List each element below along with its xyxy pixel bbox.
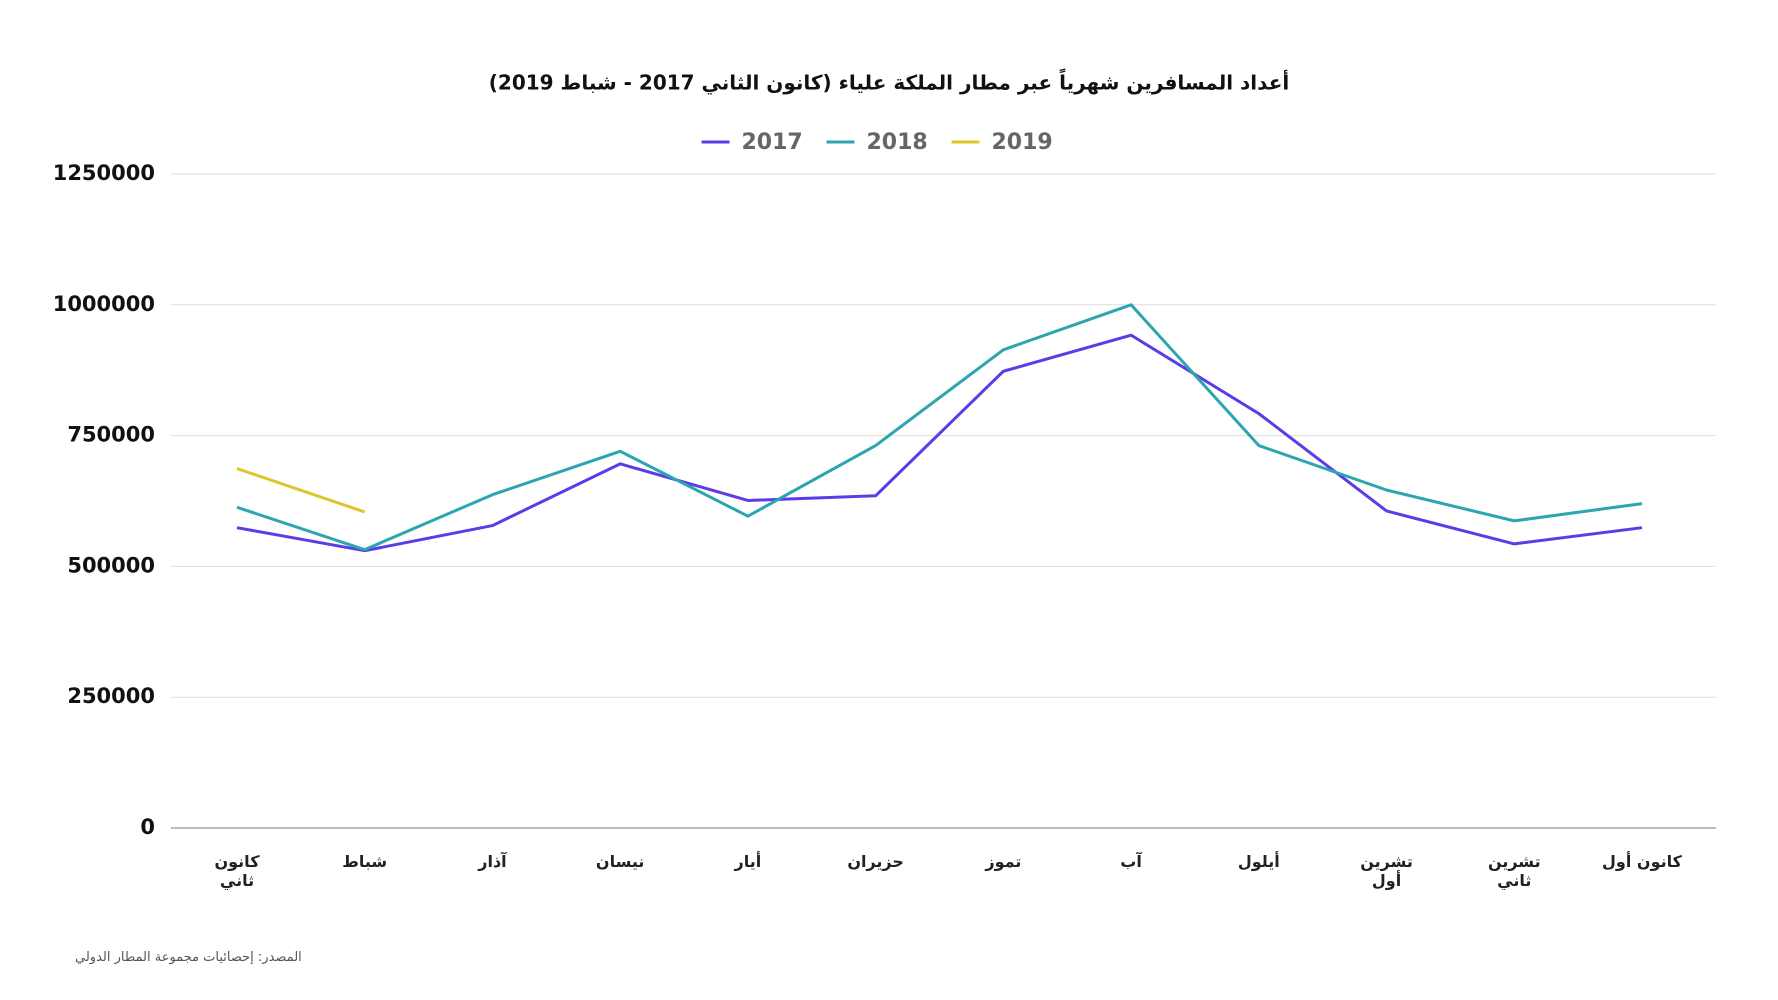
y-tick-label: 750000 — [67, 423, 155, 447]
x-tick-label: كانون أول — [1602, 852, 1682, 871]
y-tick-label: 500000 — [67, 553, 155, 577]
y-tick-label: 1250000 — [53, 161, 155, 185]
x-tick-label: نيسان — [595, 852, 645, 871]
series-line — [236, 333, 1643, 553]
legend-label: 2017 — [742, 130, 803, 155]
x-tick-label: تشرين أول — [1360, 852, 1413, 890]
x-tick-label: آذار — [478, 852, 507, 871]
y-tick-label: 250000 — [67, 684, 155, 708]
series-line — [236, 467, 366, 514]
series-line — [236, 303, 1643, 552]
y-tick-label: 1000000 — [53, 292, 155, 316]
source-note: المصدر: إحصائيات مجموعة المطار الدولي — [75, 950, 302, 965]
chart-title: أعداد المسافرين شهرياً عبر مطار الملكة ع… — [489, 68, 1289, 95]
x-tick-label: كانون ثاني — [214, 852, 260, 890]
x-tick-label: أيلول — [1237, 852, 1280, 871]
x-tick-label: آب — [1120, 852, 1142, 871]
x-tick-label: تشرين ثاني — [1487, 852, 1541, 890]
legend-label: 2019 — [992, 130, 1053, 155]
y-tick-label: 0 — [140, 815, 155, 839]
legend-label: 2018 — [867, 130, 928, 155]
x-tick-label: أيار — [734, 852, 762, 871]
x-tick-label: حزيران — [847, 852, 904, 871]
x-tick-label: شباط — [342, 852, 388, 871]
x-tick-label: تموز — [985, 852, 1022, 871]
